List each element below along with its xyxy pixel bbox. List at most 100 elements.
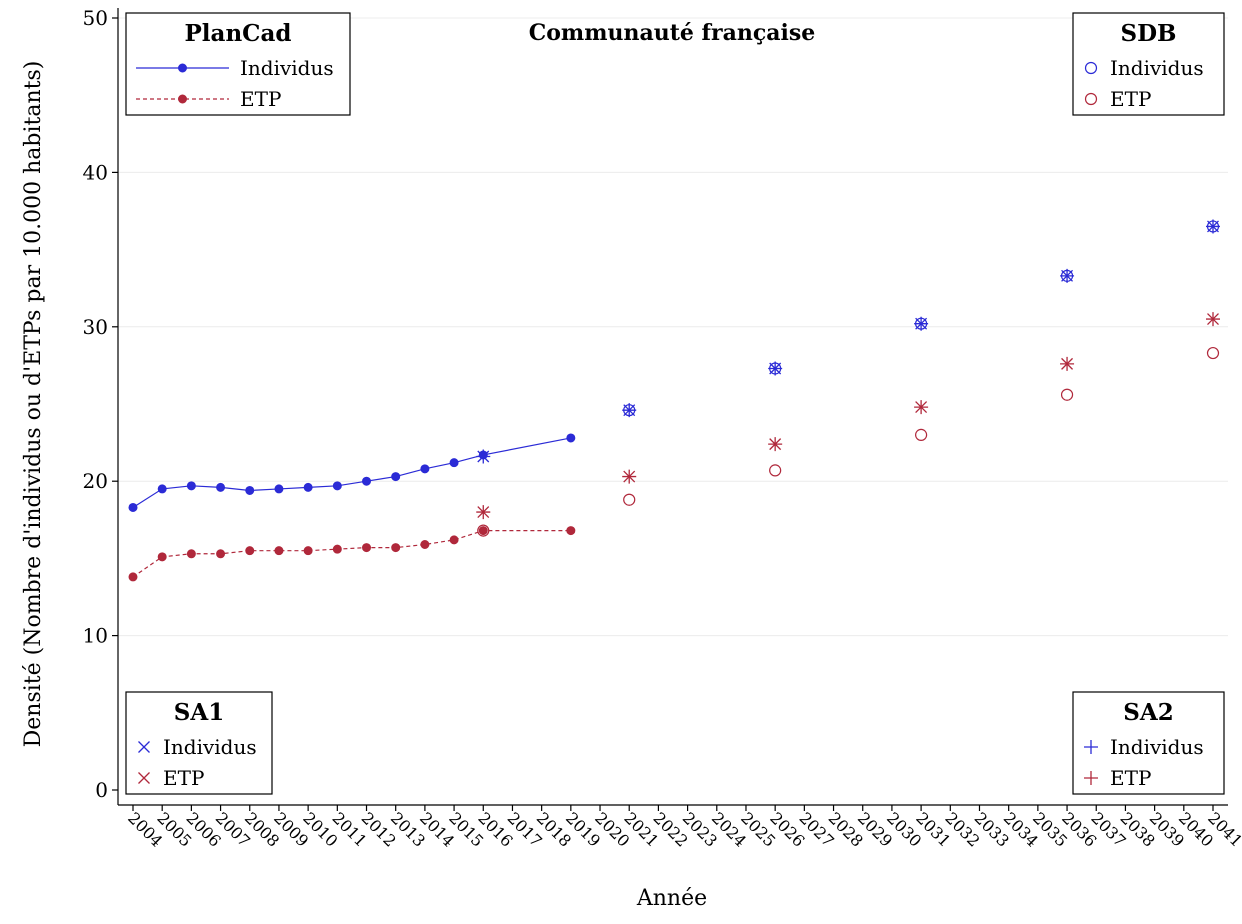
legend-box-sdb [1072,12,1225,116]
point-plancad-individus-2006 [186,481,196,491]
legend-label-sa2-individus: Individus [1110,735,1204,759]
point-plancad-individus-2019 [566,433,576,443]
legend-label-sa1-etp: ETP [163,766,204,790]
point-plancad-individus-2011 [332,481,342,491]
point-plancad-individus-2007 [216,482,226,492]
series-sa2-individus [476,219,1220,464]
point-plancad-individus-2004 [128,502,138,512]
legend-marker-sa1-etp [138,772,150,784]
y-tick-label-50: 50 [83,6,108,30]
point-plancad-individus-2010 [303,482,313,492]
series-sa2-etp [476,312,1220,520]
y-axis-title: Densité (Nombre d'individus ou d'ETPs pa… [21,61,46,748]
legend-marker-sa1-individus [138,741,150,753]
legend-box-sa1 [125,691,273,795]
y-tick-label-40: 40 [83,160,108,184]
chart-title: Communauté française [529,20,816,46]
series-plancad-individus [128,433,576,512]
legend-title-plancad: PlanCad [185,20,292,47]
legend-box-plancad [125,12,351,116]
point-sa2-etp-2026 [768,437,783,452]
point-plancad-etp-2009 [274,546,284,556]
y-axis-ticks: 0 10 20 30 40 50 [83,6,118,802]
point-plancad-etp-2004 [128,572,138,582]
legend-item-plancad-etp: ETP [136,87,281,111]
point-plancad-etp-2012 [362,543,372,553]
legend-label-sdb-individus: Individus [1110,56,1204,80]
legend-item-sdb-individus: Individus [1084,56,1204,80]
point-plancad-etp-2011 [332,544,342,554]
legends: PlanCad Individus ETP SDB Individus ETP SA1 Ind… [125,12,1225,795]
point-plancad-individus-2012 [362,476,372,486]
legend-item-plancad-individus: Individus [136,56,334,80]
x-axis-title: Année [636,886,707,911]
point-sa2-individus-2041 [1206,219,1220,234]
y-tick-label-20: 20 [83,469,108,493]
point-sdb-etp-2036 [1060,388,1074,401]
point-plancad-individus-2015 [449,458,459,468]
point-sdb-etp-2041 [1206,346,1220,360]
point-plancad-individus-2013 [391,472,401,482]
legend-item-sdb-etp: ETP [1084,87,1151,111]
y-tick-label-10: 10 [83,624,108,648]
data-series [128,219,1220,582]
legend-label-plancad-individus: Individus [240,56,334,80]
point-plancad-etp-2016 [478,526,488,536]
series-line-plancad-individus [132,437,571,508]
point-plancad-etp-2005 [157,552,167,562]
legend-sa1: SA1 Individus ETP [125,691,273,795]
series-sa1-individus [477,220,1219,463]
point-sa2-etp-2021 [622,469,637,484]
legend-item-sa2-individus: Individus [1084,735,1204,759]
point-sa2-etp-2036 [1060,356,1075,371]
point-plancad-individus-2005 [157,484,167,494]
point-sa2-individus-2026 [768,361,783,376]
legend-label-plancad-etp: ETP [240,87,281,111]
legend-title-sa2: SA2 [1123,699,1173,726]
point-sa2-etp-2016 [476,505,491,520]
point-plancad-individus-2008 [245,485,255,495]
point-sa2-etp-2041 [1206,312,1220,327]
point-plancad-individus-2009 [274,484,284,494]
series-sdb-etp [477,346,1220,537]
series-plancad-etp [128,526,576,582]
legend-item-sa2-etp: ETP [1084,766,1151,790]
legend-label-sdb-etp: ETP [1110,87,1151,111]
point-sa2-individus-2016 [476,449,491,464]
point-plancad-etp-2008 [245,546,255,556]
legend-marker-plancad-etp [178,94,187,104]
y-tick-label-30: 30 [83,315,108,339]
axes [117,8,1228,806]
point-sa2-individus-2036 [1060,268,1075,283]
point-plancad-etp-2013 [391,543,401,553]
legend-plancad: PlanCad Individus ETP [125,12,351,116]
legend-sdb: SDB Individus ETP [1072,12,1225,116]
point-sdb-etp-2016 [477,524,490,537]
point-plancad-etp-2006 [186,549,196,559]
series-sa1-etp [477,313,1219,519]
point-sa2-individus-2021 [622,403,637,418]
point-sdb-etp-2031 [915,428,928,441]
series-line-plancad-etp [132,530,571,578]
point-sdb-etp-2021 [623,493,636,506]
legend-marker-plancad-individus [178,63,187,73]
legend-title-sdb: SDB [1121,20,1177,47]
legend-label-sa2-etp: ETP [1110,766,1151,790]
legend-box-sa2 [1072,691,1225,795]
legend-marker-sdb-etp [1084,92,1098,106]
legend-marker-sa2-individus [1084,740,1098,754]
point-sa2-etp-2031 [914,400,929,415]
y-tick-label-0: 0 [95,778,108,802]
legend-label-sa1-individus: Individus [163,735,257,759]
point-plancad-etp-2010 [303,546,313,556]
legend-marker-sdb-individus [1084,61,1098,75]
point-plancad-etp-2019 [566,526,576,536]
point-plancad-etp-2007 [216,549,226,559]
legend-title-sa1: SA1 [174,699,224,726]
legend-item-sa1-individus: Individus [138,735,257,759]
point-plancad-individus-2014 [420,464,430,474]
legend-sa2: SA2 Individus ETP [1072,691,1225,795]
x-axis-ticks: 2004200520062007200820092010201120122013… [124,805,1242,851]
point-plancad-etp-2015 [449,535,459,545]
